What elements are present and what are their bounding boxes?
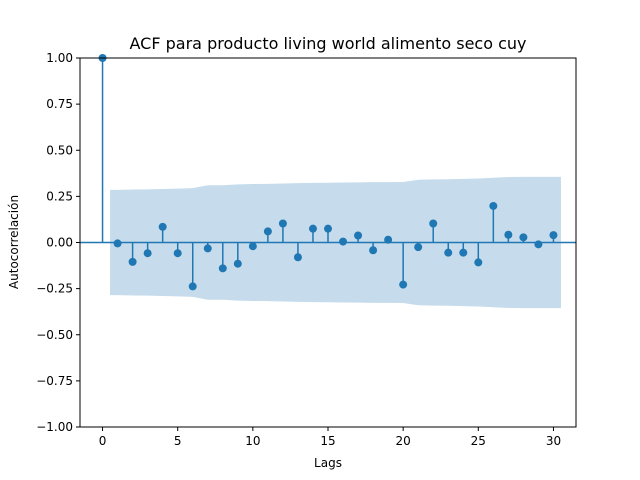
acf-marker-19 (384, 235, 393, 244)
acf-marker-24 (459, 248, 468, 257)
y-tick-label: 1.00 (46, 51, 73, 65)
x-tick-label: 30 (546, 434, 561, 448)
acf-marker-28 (519, 233, 528, 242)
acf-marker-30 (549, 231, 558, 240)
acf-marker-18 (369, 246, 378, 255)
acf-marker-17 (354, 231, 363, 240)
acf-marker-13 (293, 253, 302, 262)
y-tick-label: −0.75 (36, 374, 73, 388)
x-axis-label: Lags (314, 456, 342, 470)
y-tick-label: 0.50 (46, 143, 73, 157)
acf-marker-15 (324, 224, 332, 233)
acf-marker-14 (308, 224, 317, 233)
plot-area: 0 5 10 15 20 25 30 −1.00 −0.75 −0.50 −0.25 0.00 0.25… (36, 51, 577, 448)
acf-marker-25 (474, 258, 483, 267)
acf-marker-9 (233, 259, 242, 268)
acf-marker-16 (339, 237, 348, 246)
y-tick-label: 0.25 (46, 189, 73, 203)
acf-marker-6 (188, 282, 197, 291)
acf-marker-8 (218, 264, 227, 273)
acf-marker-26 (489, 201, 498, 210)
y-axis-label: Autocorrelación (7, 195, 21, 289)
y-tick-label: −0.25 (36, 282, 73, 296)
x-tick-label: 25 (471, 434, 486, 448)
acf-marker-27 (504, 230, 513, 239)
acf-marker-3 (143, 249, 152, 258)
acf-marker-20 (399, 280, 408, 289)
acf-marker-23 (444, 248, 453, 257)
acf-marker-4 (158, 222, 167, 231)
acf-marker-1 (113, 239, 122, 248)
acf-marker-21 (414, 243, 423, 252)
acf-marker-11 (263, 227, 272, 236)
chart-title: ACF para producto living world alimento … (130, 34, 527, 53)
y-tick-label: −0.50 (36, 328, 73, 342)
x-tick-label: 0 (99, 434, 107, 448)
acf-marker-2 (128, 257, 137, 266)
x-tick-label: 20 (396, 434, 411, 448)
acf-marker-7 (203, 244, 212, 253)
acf-marker-5 (173, 249, 182, 258)
x-tick-label: 15 (320, 434, 335, 448)
acf-marker-12 (278, 219, 287, 228)
acf-marker-10 (248, 242, 257, 251)
x-tick-label: 5 (174, 434, 182, 448)
y-tick-label: −1.00 (36, 420, 73, 434)
x-tick-label: 10 (245, 434, 260, 448)
acf-marker-29 (534, 240, 543, 249)
y-tick-label: 0.75 (46, 97, 73, 111)
acf-marker-22 (429, 219, 438, 228)
y-tick-label: 0.00 (46, 236, 73, 250)
